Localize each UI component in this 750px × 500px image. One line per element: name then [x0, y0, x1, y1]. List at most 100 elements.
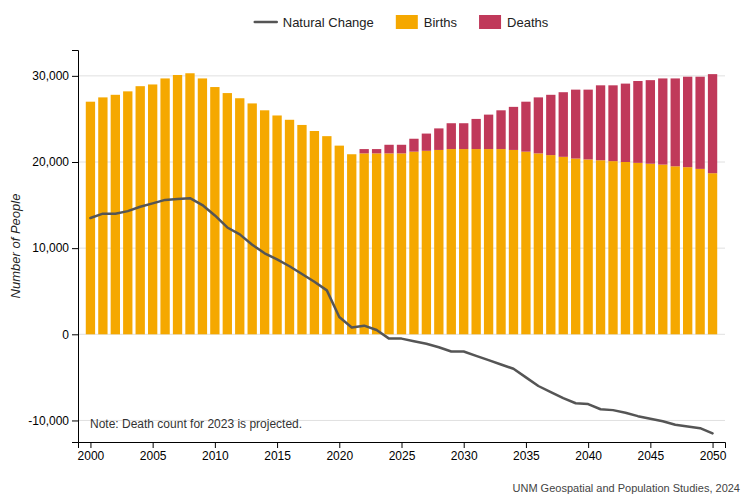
- x-tick-label: 2045: [637, 449, 664, 463]
- legend-item: Deaths: [479, 15, 549, 30]
- bar: [173, 75, 182, 334]
- bar: [447, 123, 456, 149]
- y-tick: -10,000: [28, 414, 78, 428]
- bar: [185, 73, 194, 74]
- x-axis: 2000 2005 2010 2015 2020 2025 2030 2035 2040 2045…: [78, 442, 727, 463]
- x-tick: 2010: [202, 442, 229, 463]
- bar: [384, 153, 393, 334]
- y-tick-mark: [72, 162, 78, 163]
- bar: [484, 149, 493, 334]
- y-tick-label: 30,000: [32, 69, 69, 83]
- bar: [360, 153, 369, 334]
- bar: [621, 84, 630, 162]
- bar-series: [86, 73, 717, 334]
- y-tick-mark: [72, 76, 78, 77]
- legend-label: Natural Change: [283, 15, 374, 30]
- x-tick: 2030: [451, 442, 478, 463]
- bar: [695, 77, 704, 169]
- y-tick: 30,000: [32, 69, 78, 83]
- y-tick: 10,000: [32, 241, 78, 255]
- bar: [148, 84, 157, 85]
- bar: [384, 145, 393, 154]
- bar: [198, 78, 207, 79]
- x-tick: 2005: [140, 442, 167, 463]
- bar: [272, 115, 281, 334]
- bar: [422, 134, 431, 151]
- bar: [534, 153, 543, 334]
- bar: [471, 119, 480, 149]
- bar: [98, 97, 107, 98]
- legend-label: Births: [424, 15, 458, 30]
- x-tick-mark: [526, 442, 527, 448]
- y-tick-label: -10,000: [28, 414, 69, 428]
- x-tick-label: 2015: [264, 449, 291, 463]
- bar: [683, 77, 692, 167]
- x-tick-label: 2010: [202, 449, 229, 463]
- x-tick-mark: [90, 442, 91, 448]
- y-tick-label: 20,000: [32, 155, 69, 169]
- bar: [223, 93, 232, 334]
- x-tick-label: 2005: [140, 449, 167, 463]
- bar: [297, 124, 306, 125]
- x-axis-line: [79, 443, 726, 449]
- bar: [372, 153, 381, 334]
- bar-series: [360, 74, 718, 173]
- bar: [185, 73, 194, 334]
- bar: [646, 164, 655, 335]
- bar: [559, 157, 568, 334]
- bar: [671, 78, 680, 166]
- y-axis-line: [72, 51, 79, 443]
- grid: [78, 76, 725, 421]
- x-tick: 2040: [575, 442, 602, 463]
- x-tick: 2050: [700, 442, 727, 463]
- bar: [223, 93, 232, 94]
- bar: [372, 149, 381, 153]
- bar: [434, 128, 443, 150]
- y-axis-title: Number of People: [8, 194, 23, 299]
- y-tick-mark: [72, 334, 78, 335]
- bar: [136, 86, 145, 334]
- bar: [608, 161, 617, 334]
- bar: [136, 86, 145, 87]
- bar: [210, 87, 219, 88]
- bar: [521, 102, 530, 152]
- bar: [310, 130, 319, 131]
- bar: [708, 173, 717, 334]
- legend-swatch: [479, 15, 501, 29]
- bar: [459, 123, 468, 149]
- bar: [248, 103, 257, 334]
- x-tick-mark: [713, 442, 714, 448]
- bar: [583, 159, 592, 334]
- legend-item: Natural Change: [255, 15, 374, 30]
- bar: [285, 119, 294, 120]
- bar: [534, 97, 543, 153]
- x-tick-mark: [339, 442, 340, 448]
- bar: [658, 78, 667, 164]
- bar: [272, 115, 281, 116]
- bar: [235, 98, 244, 334]
- x-tick: 2000: [78, 442, 105, 463]
- bar: [496, 110, 505, 149]
- bar: [521, 152, 530, 335]
- x-tick: 2035: [513, 442, 540, 463]
- bar: [658, 165, 667, 335]
- bar: [409, 139, 418, 152]
- bar: [360, 149, 369, 153]
- y-tick-mark: [72, 248, 78, 249]
- x-tick: 2045: [637, 442, 664, 463]
- bar: [608, 85, 617, 161]
- bar: [347, 154, 356, 155]
- y-tick-label: 10,000: [32, 241, 69, 255]
- x-tick-label: 2025: [389, 449, 416, 463]
- annotation: Note: Death count for 2023 is projected.: [90, 417, 302, 431]
- x-tick: 2020: [326, 442, 353, 463]
- bar: [621, 162, 630, 334]
- y-tick-label: 0: [62, 328, 69, 342]
- legend-label: Deaths: [507, 15, 549, 30]
- bar: [397, 153, 406, 334]
- legend-item: Births: [396, 15, 458, 30]
- y-tick: 0: [62, 328, 78, 342]
- bar: [633, 81, 642, 163]
- bar: [310, 131, 319, 334]
- x-tick-label: 2050: [700, 449, 727, 463]
